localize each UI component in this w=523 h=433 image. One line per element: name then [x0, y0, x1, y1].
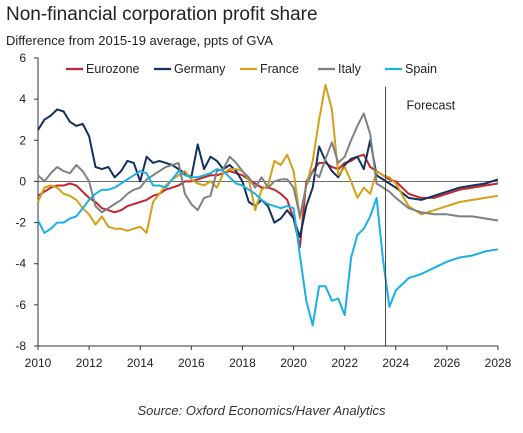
series-line-germany: [37, 108, 499, 238]
series-line-eurozone: [37, 153, 499, 249]
x-tick-label: 2012: [76, 356, 103, 370]
legend-label-germany: Germany: [174, 62, 226, 76]
y-tick-label: 4: [19, 92, 26, 106]
y-tick-label: -4: [15, 257, 26, 271]
chart-title: Non-financial corporation profit share: [6, 4, 318, 25]
y-tick-label: 0: [19, 174, 26, 188]
y-tick-label: -2: [15, 216, 26, 230]
chart-subtitle: Difference from 2015-19 average, ppts of…: [6, 33, 273, 48]
x-tick-label: 2024: [382, 356, 409, 370]
legend-label-eurozone: Eurozone: [86, 62, 140, 76]
series-line-italy: [37, 112, 499, 222]
legend-label-italy: Italy: [338, 62, 362, 76]
x-tick-label: 2028: [485, 356, 512, 370]
x-tick-label: 2014: [127, 356, 154, 370]
legend-label-france: France: [260, 62, 299, 76]
forecast-label: Forecast: [407, 98, 456, 112]
legend: Eurozone Germany France Italy Spain: [66, 62, 437, 76]
y-tick-label: 2: [19, 133, 26, 147]
axes: -8 -6 -4 -2 0 2 4 6 2010 2012 2014 2016 2018 2020 2022…: [15, 51, 511, 370]
annotations: Forecast: [385, 86, 456, 346]
series-layer: [37, 83, 499, 327]
x-tick-label: 2016: [178, 356, 205, 370]
x-tick-label: 2010: [25, 356, 52, 370]
y-tick-label: -8: [15, 339, 26, 353]
source-note: Source: Oxford Economics/Haver Analytics: [137, 403, 386, 418]
x-tick-label: 2020: [280, 356, 307, 370]
y-tick-label: 6: [19, 51, 26, 65]
x-tick-label: 2022: [331, 356, 358, 370]
x-tick-label: 2026: [434, 356, 461, 370]
y-tick-label: -6: [15, 298, 26, 312]
series-line-spain: [37, 168, 499, 327]
legend-label-spain: Spain: [405, 62, 437, 76]
x-tick-label: 2018: [229, 356, 256, 370]
